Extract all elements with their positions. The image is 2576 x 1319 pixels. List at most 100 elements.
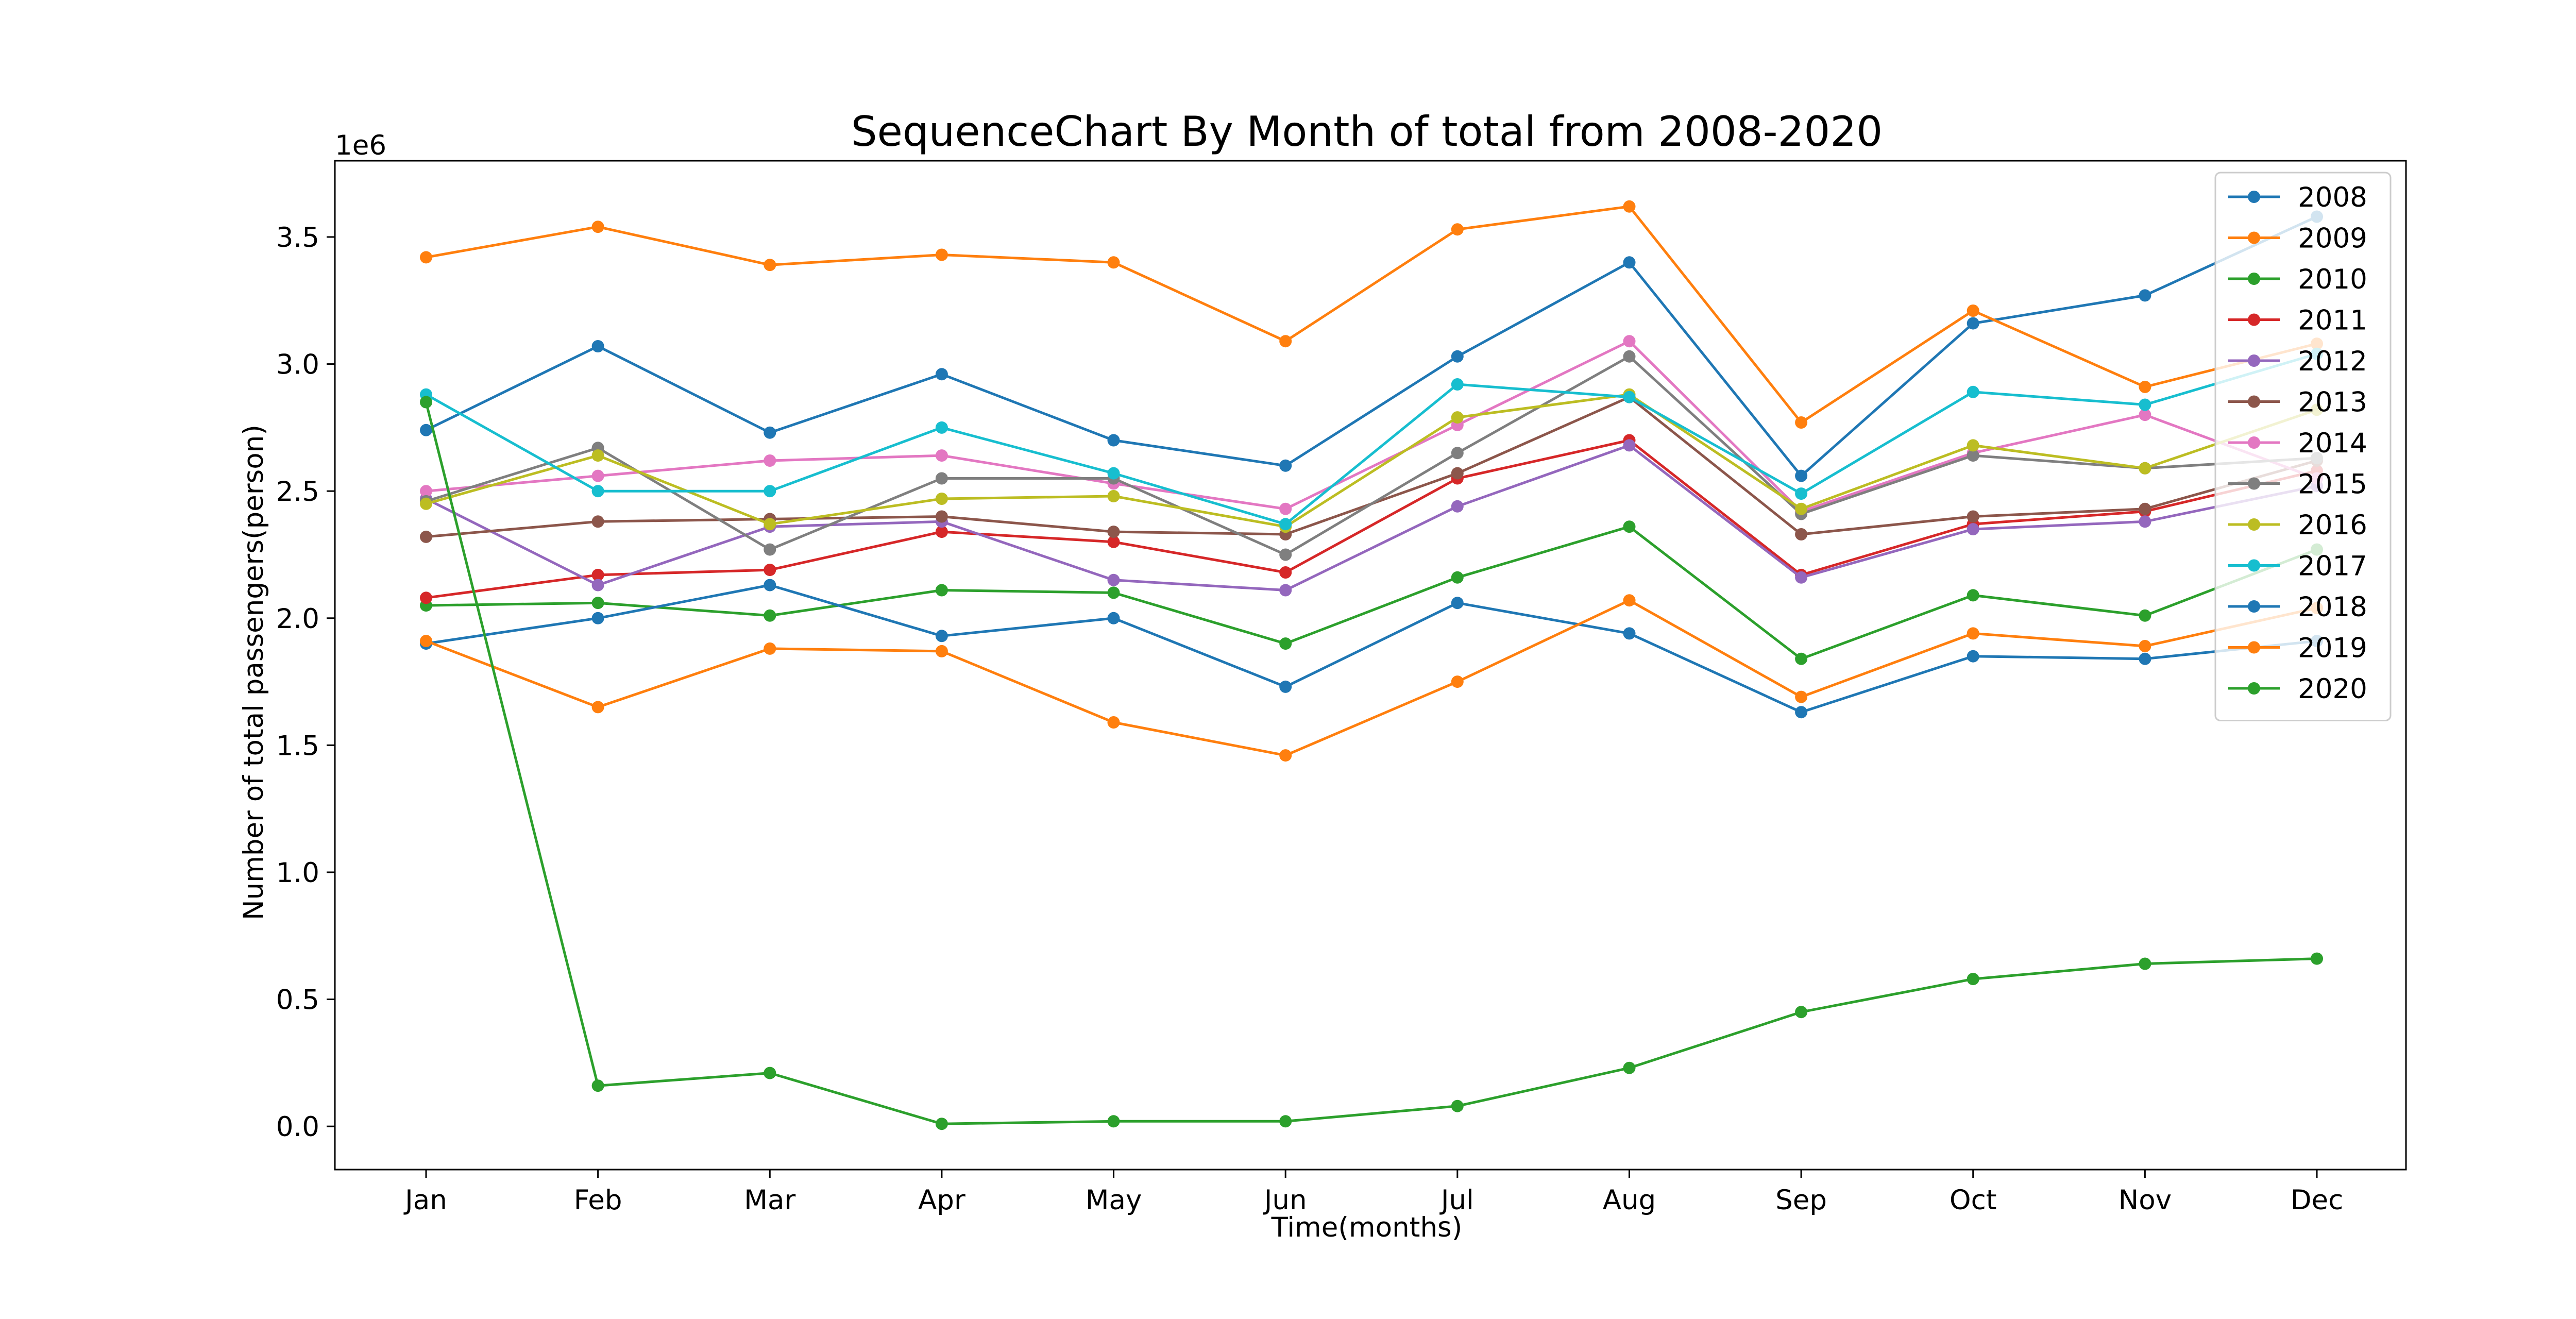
legend-swatch-marker	[2248, 273, 2260, 285]
legend-item-2010: 2010	[2228, 264, 2367, 295]
x-tick-label-Sep: Sep	[1775, 1185, 1827, 1216]
data-point-2014-Aug	[1623, 335, 1636, 348]
data-point-2008-Jun	[1279, 459, 1292, 472]
data-point-2008-Oct	[1967, 317, 1979, 330]
legend-swatch-marker	[2248, 395, 2260, 408]
data-point-2010-Aug	[1623, 520, 1636, 533]
data-point-2019-Feb	[591, 701, 604, 714]
data-point-2011-Apr	[935, 526, 948, 538]
series-line-2014	[426, 340, 2317, 513]
data-point-2017-Sep	[1795, 487, 1808, 500]
data-point-2018-Sep	[1795, 706, 1808, 719]
series-line-2008	[425, 215, 2318, 478]
legend-swatch-marker	[2248, 477, 2260, 490]
legend-label-2017: 2017	[2298, 551, 2367, 582]
series-2016	[420, 388, 2323, 533]
data-point-2010-Sep	[1795, 652, 1808, 665]
legend-item-2014: 2014	[2228, 428, 2367, 459]
x-tick-label-May: May	[1086, 1185, 1142, 1216]
data-point-2018-Jun	[1279, 680, 1292, 693]
y-tick-label-2.5: 2.5	[276, 476, 319, 508]
data-point-2013-May	[1107, 526, 1120, 538]
data-point-2016-Apr	[935, 493, 948, 505]
data-point-2016-Sep	[1795, 502, 1808, 515]
data-point-2016-Feb	[591, 449, 604, 462]
data-point-2013-Oct	[1967, 510, 1979, 523]
y-tick-label-2.0: 2.0	[276, 603, 319, 635]
legend-swatch-marker	[2248, 559, 2260, 572]
data-point-2009-Jan	[420, 251, 432, 264]
legend-label-2008: 2008	[2298, 182, 2367, 213]
series-line-2012	[425, 444, 2317, 591]
data-point-2020-Jul	[1451, 1100, 1464, 1112]
data-point-2008-Jan	[420, 424, 432, 436]
legend-label-2015: 2015	[2298, 469, 2367, 500]
legend-label-2014: 2014	[2298, 428, 2367, 459]
data-point-2008-Nov	[2139, 289, 2151, 302]
data-point-2009-Oct	[1967, 305, 1979, 317]
legend-item-2019: 2019	[2228, 633, 2367, 664]
data-point-2020-Feb	[591, 1079, 604, 1092]
data-point-2018-Nov	[2139, 652, 2151, 665]
legend-swatch-marker	[2248, 354, 2260, 367]
data-point-2012-Aug	[1623, 439, 1636, 452]
y-tick-label-3.5: 3.5	[276, 222, 319, 253]
legend-label-2012: 2012	[2298, 346, 2367, 377]
data-point-2018-Aug	[1623, 627, 1636, 640]
data-point-2010-Apr	[935, 584, 948, 597]
data-point-2014-Feb	[591, 469, 604, 482]
data-point-2010-Jun	[1279, 637, 1292, 650]
data-point-2019-Sep	[1795, 690, 1808, 703]
x-tick-label-Oct: Oct	[1950, 1185, 1997, 1216]
x-tick-label-Apr: Apr	[918, 1185, 965, 1216]
data-point-2012-Nov	[2139, 515, 2151, 528]
data-point-2012-Feb	[591, 579, 604, 591]
y-axis-label: Number of total passengers(person)	[238, 425, 269, 920]
data-point-2013-Jan	[420, 530, 432, 543]
data-point-2014-Jun	[1279, 502, 1292, 515]
data-point-2016-Nov	[2139, 462, 2151, 475]
data-point-2009-May	[1107, 256, 1120, 269]
data-point-2020-Aug	[1623, 1061, 1636, 1074]
data-point-2015-Jul	[1451, 447, 1464, 460]
data-point-2009-Jul	[1451, 223, 1464, 236]
legend-swatch-marker	[2248, 436, 2260, 449]
data-point-2009-Mar	[764, 259, 776, 272]
data-point-2016-Mar	[764, 518, 776, 531]
data-point-2008-Jul	[1451, 350, 1464, 363]
data-point-2019-Mar	[764, 642, 776, 655]
data-point-2020-May	[1107, 1115, 1120, 1128]
data-point-2019-Oct	[1967, 627, 1979, 640]
series-line-2020	[425, 401, 2317, 1125]
legend-label-2019: 2019	[2298, 633, 2367, 664]
data-point-2020-Oct	[1967, 973, 1979, 986]
data-point-2009-Jun	[1279, 335, 1292, 348]
data-point-2015-Jun	[1279, 548, 1292, 561]
data-point-2017-Jul	[1451, 378, 1464, 391]
legend-label-2016: 2016	[2298, 510, 2367, 541]
legend-swatch-marker	[2248, 231, 2260, 244]
data-point-2019-Jul	[1451, 675, 1464, 688]
plot-background	[335, 161, 2406, 1170]
x-tick-label-Dec: Dec	[2291, 1185, 2344, 1216]
data-point-2009-Feb	[591, 221, 604, 233]
x-tick-label-Aug: Aug	[1603, 1185, 1656, 1216]
axes-layer: Jan Feb Mar Apr May Jun Jul Aug Sep Oct Nov Dec 0.0 0…	[276, 160, 2407, 1216]
data-point-2019-Aug	[1623, 594, 1636, 607]
x-tick-label-Nov: Nov	[2119, 1185, 2172, 1216]
data-point-2012-Sep	[1795, 571, 1808, 584]
data-point-2010-Nov	[2139, 609, 2151, 622]
data-point-2019-Jun	[1279, 749, 1292, 762]
x-tick-label-Jun: Jun	[1263, 1185, 1307, 1216]
legend-item-2016: 2016	[2228, 510, 2367, 541]
data-point-2017-Jun	[1279, 518, 1292, 531]
legend-item-2015: 2015	[2228, 469, 2367, 500]
data-point-2011-Feb	[591, 568, 604, 581]
x-tick-label-Mar: Mar	[744, 1185, 795, 1216]
legend-item-2008: 2008	[2228, 182, 2367, 213]
data-point-2017-Mar	[764, 485, 776, 498]
legend-label-2009: 2009	[2298, 223, 2367, 255]
data-point-2011-May	[1107, 535, 1120, 548]
data-point-2020-Jan	[420, 396, 432, 409]
